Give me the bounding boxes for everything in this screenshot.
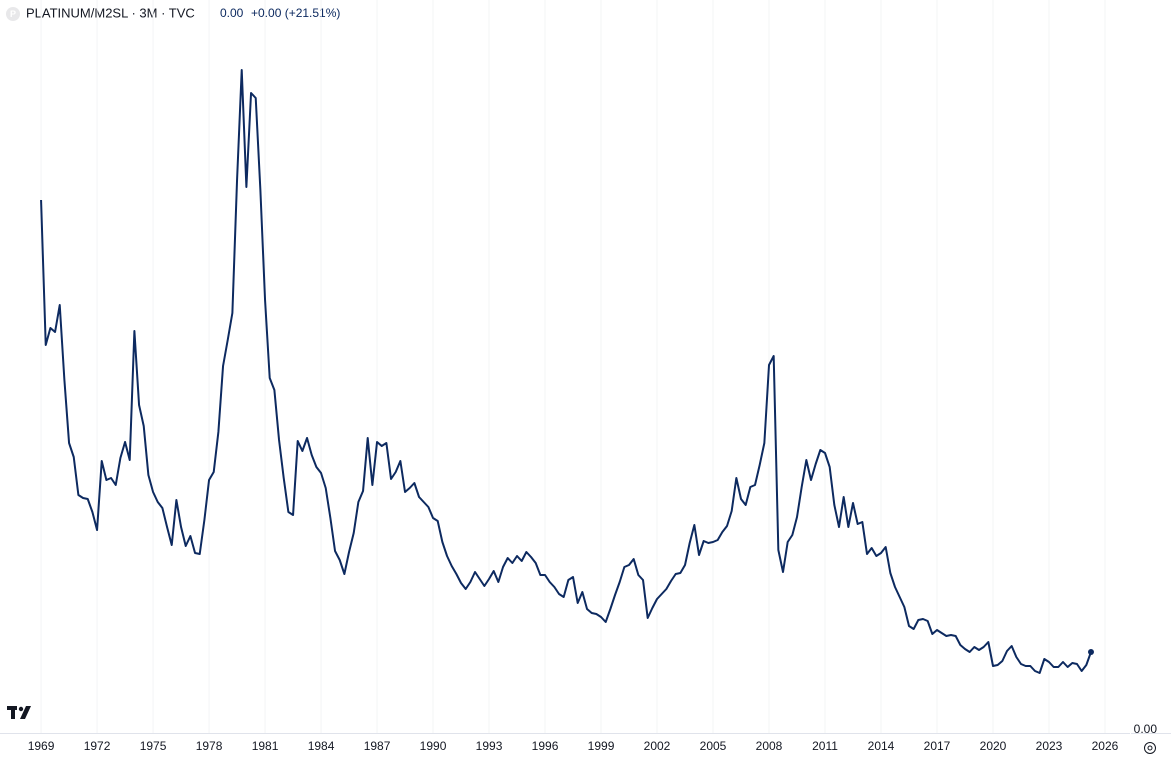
chart-title: PLATINUM/M2SL · 3M · TVC bbox=[26, 5, 195, 20]
x-tick-label: 1999 bbox=[588, 739, 615, 753]
x-tick-label: 1972 bbox=[84, 739, 111, 753]
x-tick-label: 1975 bbox=[140, 739, 167, 753]
x-tick-label: 1981 bbox=[252, 739, 279, 753]
last-point bbox=[1087, 649, 1094, 655]
x-tick-label: 2011 bbox=[812, 739, 838, 753]
x-tick-label: 1984 bbox=[308, 739, 335, 753]
x-tick-label: 2023 bbox=[1036, 739, 1063, 753]
x-tick-label: 1990 bbox=[420, 739, 447, 753]
logo-part bbox=[20, 706, 31, 719]
settings-hub[interactable] bbox=[1147, 745, 1153, 751]
logo-part bbox=[18, 706, 24, 712]
logo-part bbox=[11, 706, 15, 719]
last-value: 0.00 bbox=[220, 6, 244, 20]
tv-logo bbox=[7, 706, 31, 719]
x-tick-label: 1978 bbox=[196, 739, 223, 753]
symbol-icon bbox=[6, 7, 20, 21]
y-tick-label: 0.00 bbox=[1134, 722, 1158, 736]
x-tick-label: 1993 bbox=[476, 739, 503, 753]
settings-icon[interactable] bbox=[1144, 742, 1156, 754]
x-tick-label: 1996 bbox=[532, 739, 559, 753]
x-tick-label: 2026 bbox=[1092, 739, 1119, 753]
x-tick-label: 2020 bbox=[980, 739, 1007, 753]
x-tick-label: 2002 bbox=[644, 739, 671, 753]
x-tick-label: 1987 bbox=[364, 739, 391, 753]
x-tick-label: 2008 bbox=[756, 739, 783, 753]
line-series bbox=[40, 69, 1092, 674]
settings-ring[interactable] bbox=[1144, 742, 1156, 754]
change: +0.00 (+21.51%) bbox=[251, 6, 340, 20]
x-tick-label: 1969 bbox=[28, 739, 55, 753]
symbol-icon-letter: P bbox=[10, 9, 16, 19]
x-tick-label: 2014 bbox=[868, 739, 895, 753]
x-tick-label: 2017 bbox=[924, 739, 951, 753]
x-tick-label: 2005 bbox=[700, 739, 727, 753]
